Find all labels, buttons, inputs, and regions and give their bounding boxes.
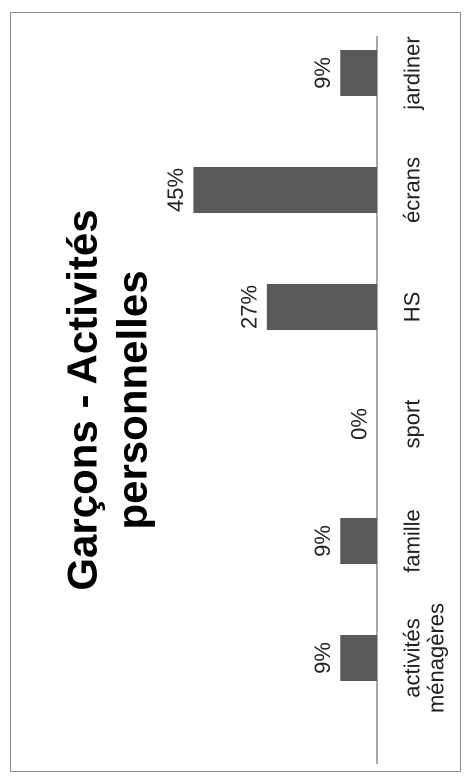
data-labels: 9% 9% 0% 27% 45% 9% [163, 57, 372, 674]
bar [266, 284, 377, 330]
chart-title: Garçons - Activités personnelles [59, 209, 156, 590]
category-label: HS [400, 292, 425, 323]
data-label: 27% [236, 285, 261, 329]
data-label: 0% [347, 408, 372, 440]
bar [340, 635, 377, 681]
category-labels: activités ménagères famille sport HS écrans ja… [400, 36, 449, 713]
category-label: activités [400, 618, 425, 697]
category-label: jardiner [400, 36, 425, 110]
data-label: 9% [310, 525, 335, 557]
category-label: sport [400, 400, 425, 449]
chart-title-line: personnelles [109, 270, 156, 529]
bar [340, 518, 377, 564]
chart-title-line: Garçons - Activités [59, 209, 106, 590]
category-label: écrans [400, 157, 425, 223]
bar [340, 50, 377, 96]
chart-frame [10, 12, 461, 772]
bars [193, 50, 377, 681]
data-label: 45% [163, 168, 188, 212]
data-label: 9% [310, 642, 335, 674]
category-label: ménagères [424, 603, 449, 713]
category-label: famille [400, 509, 425, 573]
data-label: 9% [310, 57, 335, 89]
bar [193, 167, 377, 213]
